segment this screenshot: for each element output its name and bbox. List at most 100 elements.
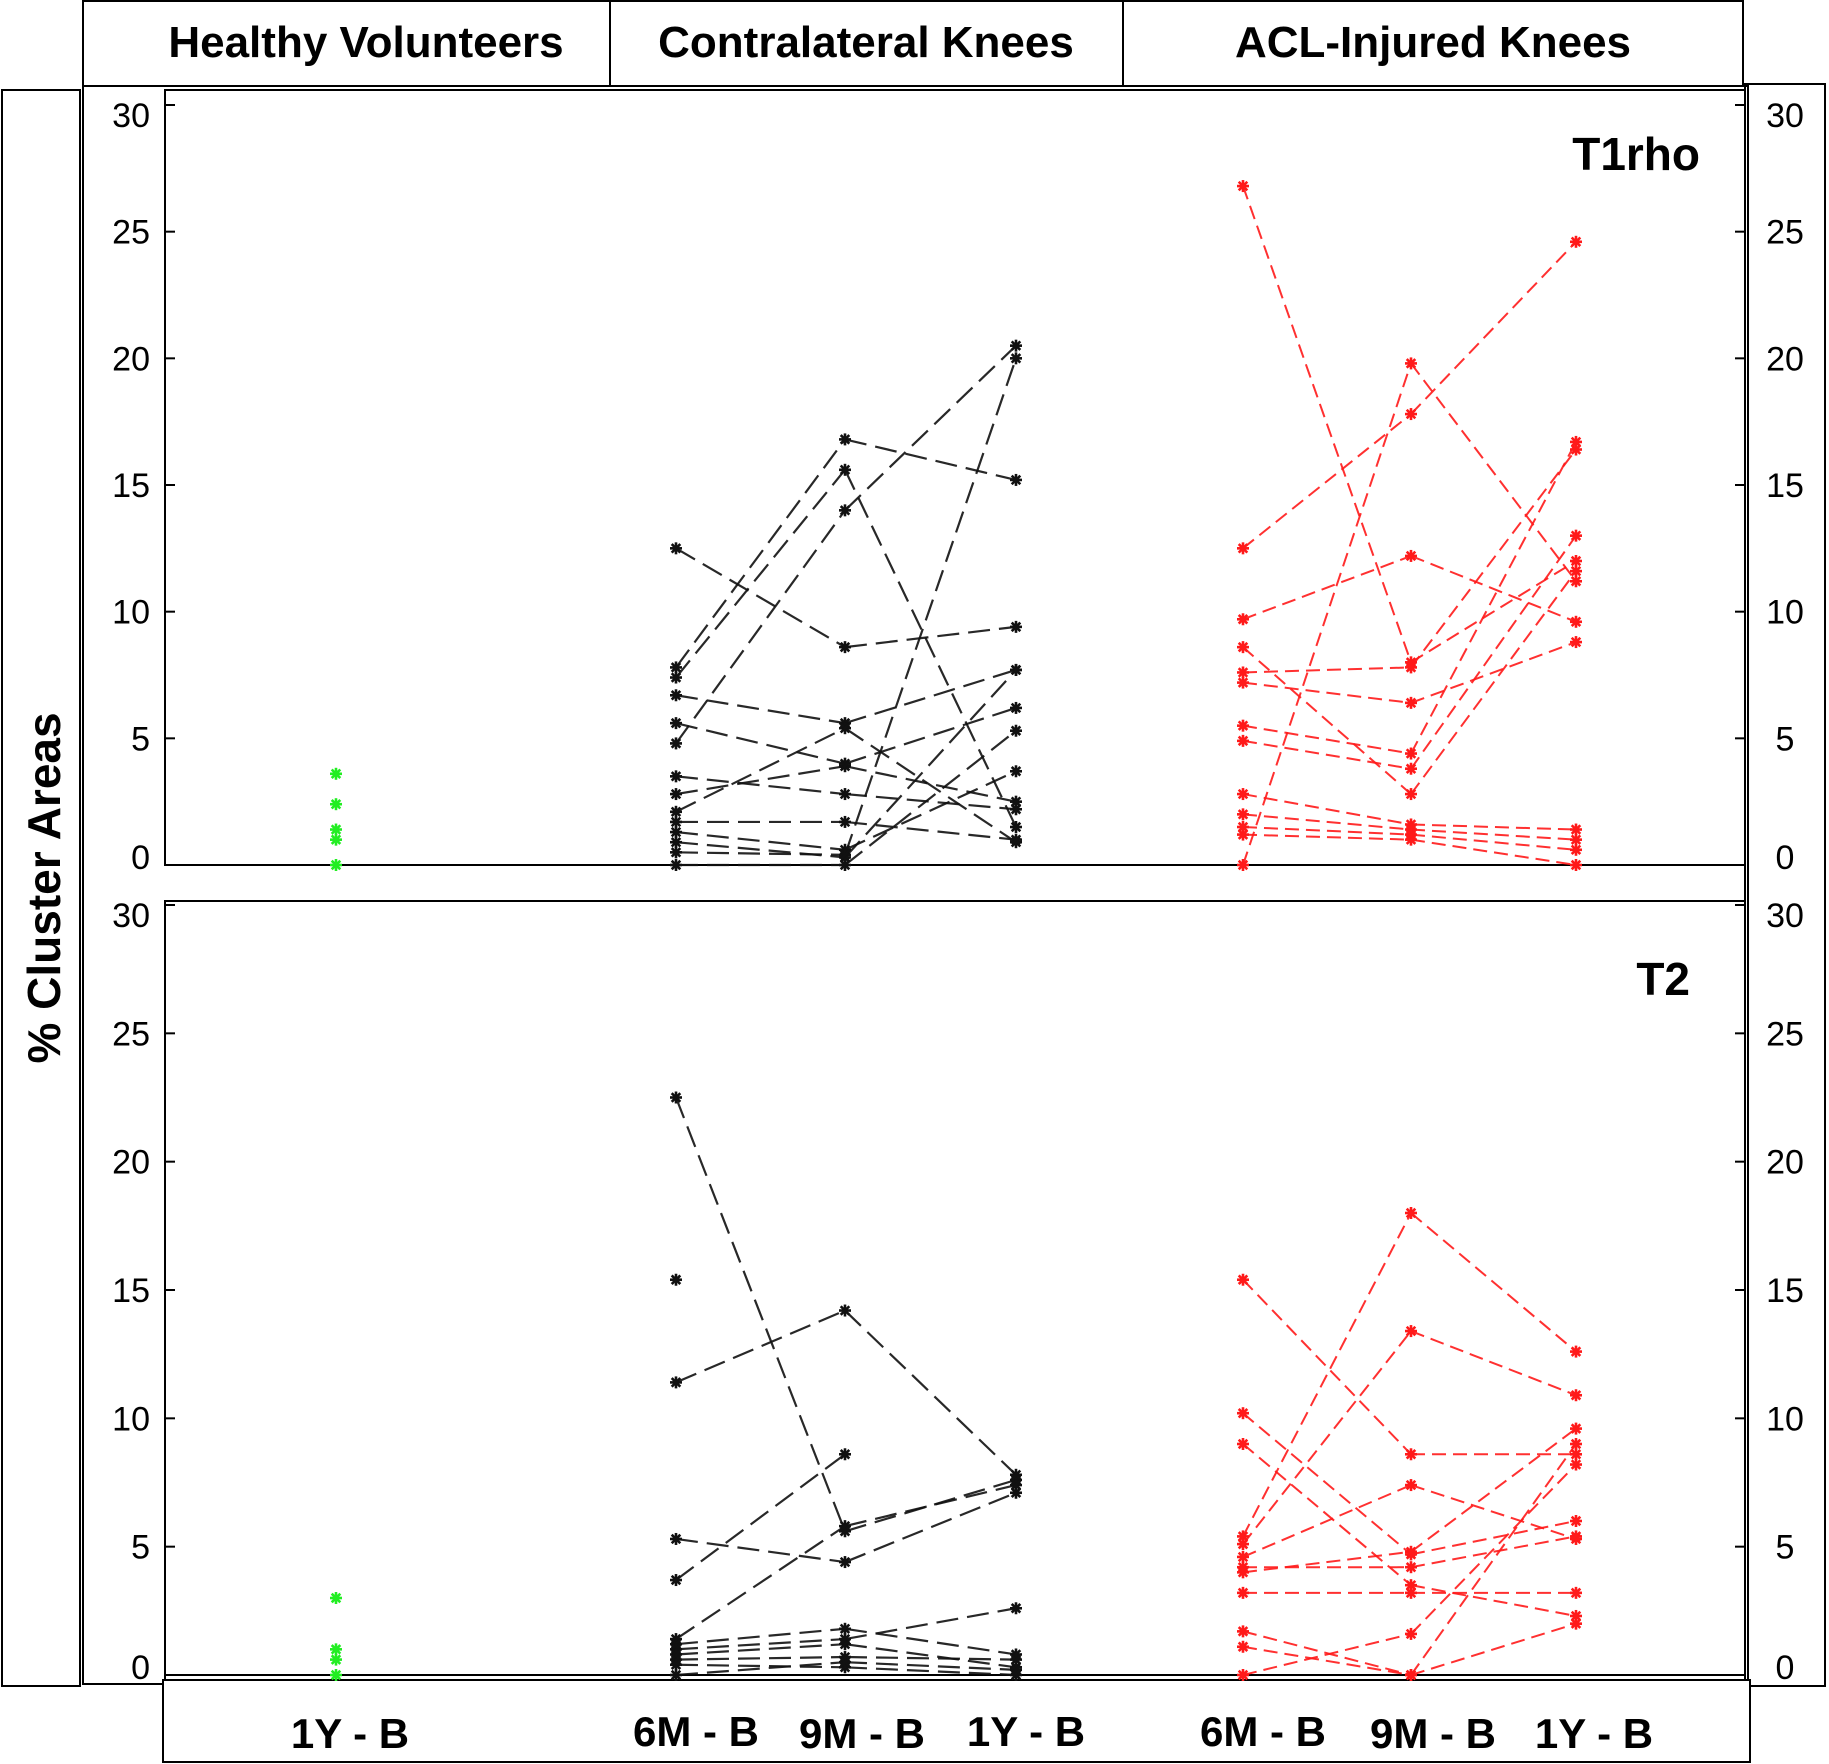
contralateral-line [844,1666,1017,1677]
acl-line [1410,1484,1577,1540]
acl-line [1410,1622,1577,1676]
acl-point [1237,859,1249,871]
acl-line [1242,1632,1412,1676]
acl-point [1405,1325,1417,1338]
acl-point [1570,1422,1582,1435]
panel-t2-marks [165,1091,1745,1681]
contralateral-point [1010,821,1022,833]
contralateral-line [674,1097,847,1532]
panel-t2-left-ticks: 0 5 10 15 20 25 30 [112,897,175,1687]
contralateral-line [675,1643,846,1656]
contralateral-point [670,1658,682,1671]
acl-line [1242,666,1412,674]
acl-point [1570,529,1582,542]
right-tick-label: 30 [1766,897,1804,935]
contralateral-line [844,706,1017,765]
contralateral-point [1010,1602,1022,1615]
contralateral-line [675,1537,846,1564]
acl-line [1242,724,1412,755]
contralateral-point [670,1376,682,1389]
x-label-contra-6m: 6M - B [633,1708,759,1755]
right-tick-label: 5 [1776,720,1795,758]
acl-line [1410,828,1577,841]
contralateral-point [1010,339,1022,352]
acl-line [1242,813,1412,831]
x-label-acl-9m: 9M - B [1370,1710,1496,1757]
contralateral-point [1010,795,1022,808]
contralateral-line [844,765,1017,803]
acl-point [1405,762,1417,775]
acl-line [1242,1279,1412,1455]
healthy-point [330,1653,342,1666]
contralateral-point [670,737,682,750]
contralateral-line [675,1637,846,1651]
contralateral-line [675,1309,846,1384]
contralateral-line [675,1661,846,1677]
acl-point [1405,549,1417,562]
acl-line [1242,1330,1412,1545]
acl-point [1237,180,1249,193]
contralateral-line [675,1627,846,1646]
acl-point [1237,1530,1249,1543]
acl-line [1410,823,1577,831]
acl-line [1410,1520,1577,1556]
contralateral-line [675,722,846,765]
contralateral-point [839,788,851,801]
contralateral-line [675,694,846,725]
acl-point [1570,833,1582,846]
acl-point [1570,1438,1582,1450]
acl-line [1242,739,1412,770]
healthy-point [330,1643,342,1656]
acl-line [1410,555,1577,623]
contralateral-point [839,722,851,735]
acl-point [1570,1458,1582,1471]
acl-point [1237,1538,1249,1551]
contralateral-point [1010,473,1022,486]
acl-point [1570,555,1582,567]
contralateral-line [844,344,1017,512]
contralateral-point [670,770,682,783]
acl-point [1405,661,1417,674]
acl-point [1570,1345,1582,1358]
acl-line [1242,413,1412,550]
acl-point [1237,676,1249,689]
left-tick-label: 25 [112,214,150,252]
right-tick-label: 5 [1776,1529,1795,1567]
contralateral-point [839,1622,851,1635]
contralateral-point [670,717,682,730]
contralateral-point [839,815,851,828]
acl-point [1405,833,1417,846]
contralateral-line [675,765,846,796]
header-box-acl [1122,0,1744,87]
contralateral-point [839,1448,851,1461]
contralateral-point [1010,620,1022,633]
contralateral-point [839,504,851,517]
left-tick-label: 30 [112,897,150,935]
acl-point [1570,1448,1582,1461]
contralateral-point [1010,1653,1022,1666]
contralateral-line [844,727,1017,844]
right-axis-frame [1744,83,1826,1687]
acl-point [1570,636,1582,649]
acl-point [1570,565,1582,578]
right-tick-label: 10 [1766,594,1804,632]
contralateral-line [675,830,846,851]
acl-line [1410,362,1577,582]
contralateral-point [670,542,682,555]
right-tick-label: 20 [1766,1144,1804,1182]
contralateral-point [1010,1468,1022,1481]
acl-point [1237,613,1249,626]
contralateral-line [844,729,1017,866]
contralateral-line [844,1309,1017,1476]
acl-point [1237,1561,1249,1574]
acl-point [1237,828,1249,841]
contralateral-point [839,463,851,476]
contralateral-point [839,1638,851,1651]
acl-point [1237,1438,1249,1450]
contralateral-point [670,1273,682,1286]
acl-line [1242,1484,1412,1558]
contralateral-line [675,775,846,796]
acl-point [1237,1669,1249,1681]
panel-t2-right-ticks: 0 5 10 15 20 25 30 [1735,897,1804,1687]
acl-point [1570,823,1582,836]
